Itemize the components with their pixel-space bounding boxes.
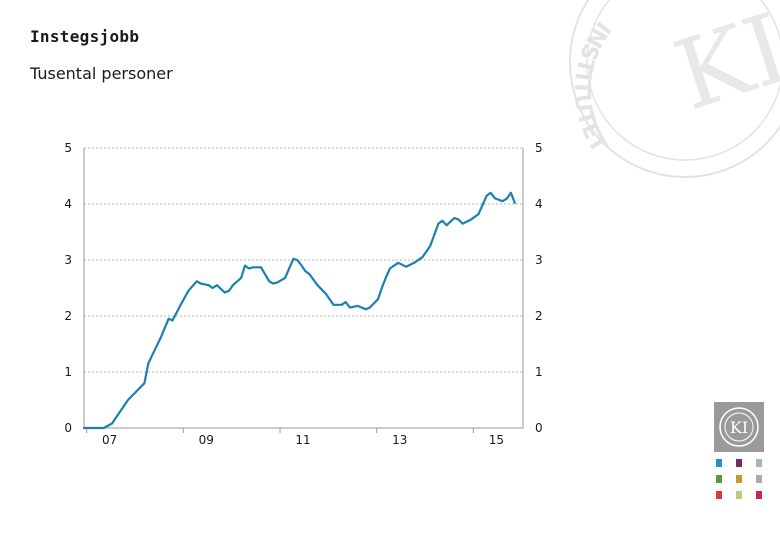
y-tick-label-right: 4 (535, 197, 543, 211)
palette-swatch (736, 475, 742, 483)
y-tick-label-right: 1 (535, 365, 543, 379)
y-tick-label-right: 0 (535, 421, 543, 435)
y-tick-label-right: 3 (535, 253, 543, 267)
logo-mark: KI (730, 418, 748, 437)
x-tick-label: 15 (489, 433, 504, 447)
x-tick-label: 13 (392, 433, 407, 447)
color-palette (716, 459, 762, 499)
series-line (82, 191, 516, 430)
x-tick-label: 09 (199, 433, 214, 447)
x-tick-label: 07 (102, 433, 117, 447)
ki-logo: KI (714, 402, 764, 452)
palette-swatch (716, 459, 722, 467)
y-tick-label-left: 1 (64, 365, 72, 379)
chart-subtitle: Tusental personer (30, 64, 173, 83)
y-tick-label-right: 5 (535, 141, 543, 155)
y-tick-label-left: 0 (64, 421, 72, 435)
palette-swatch (736, 491, 742, 499)
palette-swatch (716, 491, 722, 499)
institute-watermark: KI INSTITUTET (569, 0, 780, 178)
y-tick-label-left: 3 (64, 253, 72, 267)
y-tick-label-left: 4 (64, 197, 72, 211)
palette-swatch (736, 459, 742, 467)
y-tick-label-left: 5 (64, 141, 72, 155)
x-tick-label: 11 (295, 433, 310, 447)
y-tick-label-right: 2 (535, 309, 543, 323)
palette-swatch (756, 475, 762, 483)
palette-swatch (716, 475, 722, 483)
y-tick-label-left: 2 (64, 309, 72, 323)
chart-title: Instegsjobb (30, 27, 140, 46)
palette-swatch (756, 459, 762, 467)
palette-swatch (756, 491, 762, 499)
